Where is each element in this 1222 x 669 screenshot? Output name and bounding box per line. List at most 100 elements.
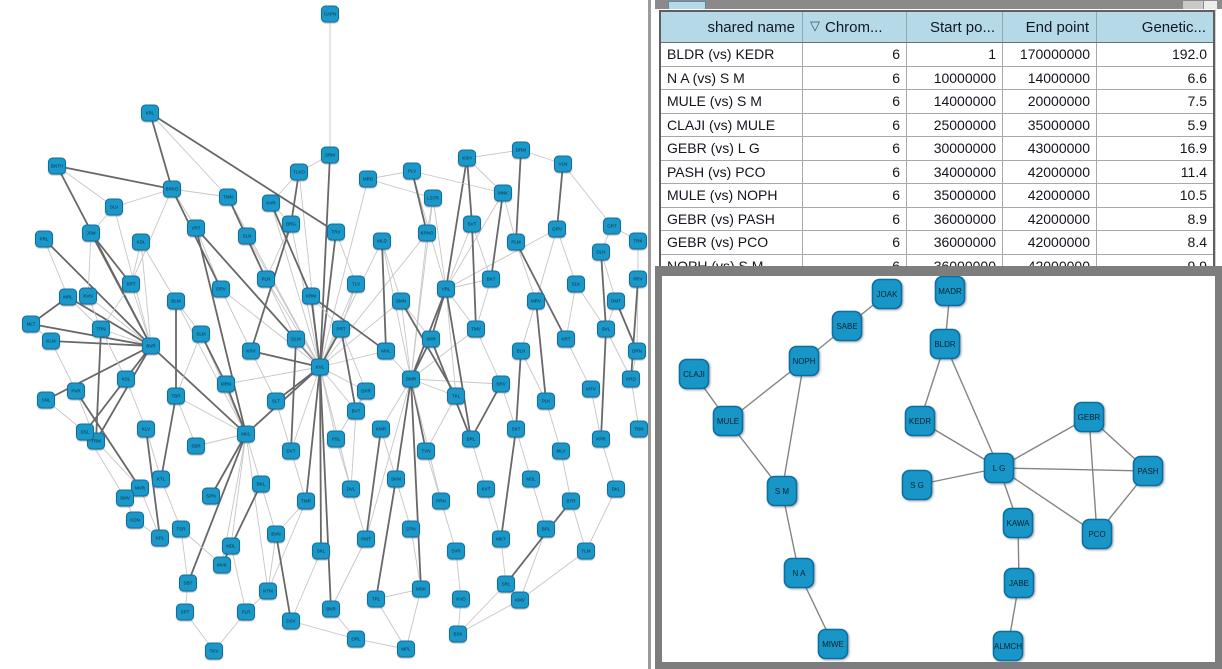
filter-icon[interactable]: ▽ — [810, 18, 820, 33]
graph-node-sbt[interactable]: SBT — [179, 574, 197, 592]
graph-node-mule[interactable]: MULE — [712, 405, 744, 437]
graph-node-mld[interactable]: MLD — [373, 232, 391, 250]
graph-node-ksh[interactable]: KSH — [458, 149, 476, 167]
graph-node-prl[interactable]: PRL — [35, 230, 53, 248]
table-cell[interactable]: 10.5 — [1179, 187, 1207, 204]
graph-node-snl[interactable]: SNL — [37, 391, 55, 409]
table-vertical-scrollbar[interactable] — [1215, 9, 1222, 267]
graph-node-klm[interactable]: KLM — [42, 332, 60, 350]
table-row[interactable]: N A (vs) S M 6 10000000 14000000 6.6 — [661, 66, 1213, 90]
table-cell[interactable]: 10000000 — [907, 66, 1003, 89]
graph-node-sabe[interactable]: SABE — [831, 310, 863, 342]
graph-node-kpl[interactable]: KPL — [151, 529, 169, 547]
graph-node-skm[interactable]: SKM — [387, 470, 405, 488]
graph-node-jabe[interactable]: JABE — [1003, 567, 1035, 599]
graph-node-miwe[interactable]: MIWE — [817, 628, 849, 660]
graph-node-bmr[interactable]: BMR — [402, 370, 420, 388]
panel-splitter[interactable] — [648, 0, 651, 669]
graph-node-spt[interactable]: SPT — [176, 603, 194, 621]
graph-node-mnk[interactable]: MNK — [494, 184, 512, 202]
graph-node-tmn[interactable]: TMN — [219, 188, 237, 206]
graph-node-tlv[interactable]: TLV — [347, 275, 365, 293]
graph-node-slk[interactable]: SLK — [567, 275, 585, 293]
table-cell[interactable]: 14000000 — [1003, 66, 1097, 89]
graph-node-lg[interactable]: L G — [983, 452, 1015, 484]
graph-node-mvk[interactable]: MVK — [213, 556, 231, 574]
graph-node-drl[interactable]: DRL — [347, 630, 365, 648]
table-cell[interactable]: 42000000 — [1003, 207, 1097, 230]
table-cell[interactable]: GEBR (vs) L G — [661, 137, 803, 160]
graph-node-svr[interactable]: SVR — [447, 542, 465, 560]
graph-node-svt[interactable]: SVT — [463, 215, 481, 233]
graph-node-kawa[interactable]: KAWA — [1002, 507, 1034, 539]
graph-node-prn[interactable]: PRN — [432, 492, 450, 510]
table-cell[interactable]: 6 — [803, 137, 907, 160]
column-header-startpo[interactable]: Start po... — [907, 12, 1003, 42]
graph-node-brl[interactable]: BRL — [462, 430, 480, 448]
graph-node-btr[interactable]: BTR — [562, 492, 580, 510]
graph-node-gebr[interactable]: GEBR — [1073, 401, 1105, 433]
graph-node-skr[interactable]: SKR — [422, 330, 440, 348]
column-header-genetic[interactable]: Genetic... — [1097, 12, 1213, 42]
graph-node-plr[interactable]: PLR — [237, 603, 255, 621]
table-cell[interactable]: 6 — [803, 160, 907, 183]
graph-node-kvt[interactable]: KVT — [477, 480, 495, 498]
table-cell[interactable]: 6 — [803, 231, 907, 254]
graph-node-madr[interactable]: MADR — [934, 275, 966, 307]
graph-node-mpl[interactable]: MPL — [397, 640, 415, 658]
graph-node-kmr[interactable]: KMR — [372, 420, 390, 438]
graph-node-psl[interactable]: PSL — [327, 430, 345, 448]
network-overview-canvas[interactable]: CAPN KRL BNTH SRM TLKO MRD PLV KSH DRM VLN GRT SLV B… — [0, 0, 648, 669]
graph-node-drm[interactable]: DRM — [512, 141, 530, 159]
graph-node-srm[interactable]: SRM — [321, 146, 339, 164]
graph-node-pln[interactable]: PLN — [257, 270, 275, 288]
graph-node-vrl[interactable]: VRL — [437, 280, 455, 298]
graph-node-blm[interactable]: BLM — [167, 292, 185, 310]
graph-node-krl[interactable]: KRL — [141, 104, 159, 122]
table-cell[interactable]: 6 — [803, 184, 907, 207]
graph-node-tkv[interactable]: TKV — [205, 642, 223, 660]
table-cell[interactable]: 42000000 — [1003, 184, 1097, 207]
table-cell[interactable]: 42000000 — [1003, 231, 1097, 254]
graph-node-kdn[interactable]: KDN — [126, 511, 144, 529]
graph-node-sln[interactable]: SLN — [238, 227, 256, 245]
table-cell[interactable]: MULE (vs) NOPH — [661, 184, 803, 207]
table-cell[interactable]: MULE (vs) S M — [661, 90, 803, 113]
graph-node-ktm[interactable]: KTM — [259, 582, 277, 600]
graph-node-tlm[interactable]: TLM — [577, 542, 595, 560]
graph-node-dmt[interactable]: DMT — [607, 292, 625, 310]
graph-node-ksl[interactable]: KSL — [117, 370, 135, 388]
graph-node-bln[interactable]: BLN — [512, 342, 530, 360]
graph-node-plk[interactable]: PLK — [537, 392, 555, 410]
graph-node-grt[interactable]: GRT — [603, 217, 621, 235]
graph-node-skl[interactable]: SKL — [312, 542, 330, 560]
table-row[interactable]: PASH (vs) PCO 6 34000000 42000000 11.4 — [661, 160, 1213, 184]
graph-node-prv[interactable]: PRV — [629, 270, 647, 288]
graph-node-msl[interactable]: MSL — [522, 470, 540, 488]
graph-node-krd[interactable]: KRD — [622, 370, 640, 388]
graph-node-prt[interactable]: PRT — [332, 320, 350, 338]
graph-node-srt[interactable]: SRT — [122, 275, 140, 293]
graph-node-slt[interactable]: SLT — [267, 392, 285, 410]
graph-node-bkt[interactable]: BKT — [482, 270, 500, 288]
graph-node-mrl[interactable]: MRL — [59, 288, 77, 306]
graph-node-dln[interactable]: DLN — [592, 243, 610, 261]
graph-node-trv[interactable]: TRV — [327, 223, 345, 241]
table-cell[interactable]: 42000000 — [1003, 160, 1097, 183]
graph-node-sg[interactable]: S G — [901, 469, 933, 501]
table-row[interactable]: GEBR (vs) PASH 6 36000000 42000000 8.9 — [661, 207, 1213, 231]
network-detail-canvas[interactable]: JOAK MADR SABE BLDR NOPH CLAJI MULE KEDR GEBR L G… — [662, 275, 1215, 662]
graph-node-ktl[interactable]: KTL — [152, 470, 170, 488]
graph-node-dsl[interactable]: DSL — [76, 423, 94, 441]
graph-node-dsv[interactable]: DSV — [282, 612, 300, 630]
table-tab-fragment[interactable] — [668, 1, 706, 10]
graph-node-krt[interactable]: KRT — [557, 330, 575, 348]
graph-node-mrv[interactable]: MRV — [527, 292, 545, 310]
graph-node-svl[interactable]: SVL — [597, 320, 615, 338]
graph-node-kvl[interactable]: KVL — [311, 358, 329, 376]
graph-node-tkl[interactable]: TKL — [447, 387, 465, 405]
table-cell[interactable]: GEBR (vs) PASH — [661, 207, 803, 230]
table-cell[interactable]: 6 — [803, 254, 907, 277]
graph-node-pmt[interactable]: PMT — [357, 530, 375, 548]
table-cell[interactable]: 20000000 — [1003, 90, 1097, 113]
